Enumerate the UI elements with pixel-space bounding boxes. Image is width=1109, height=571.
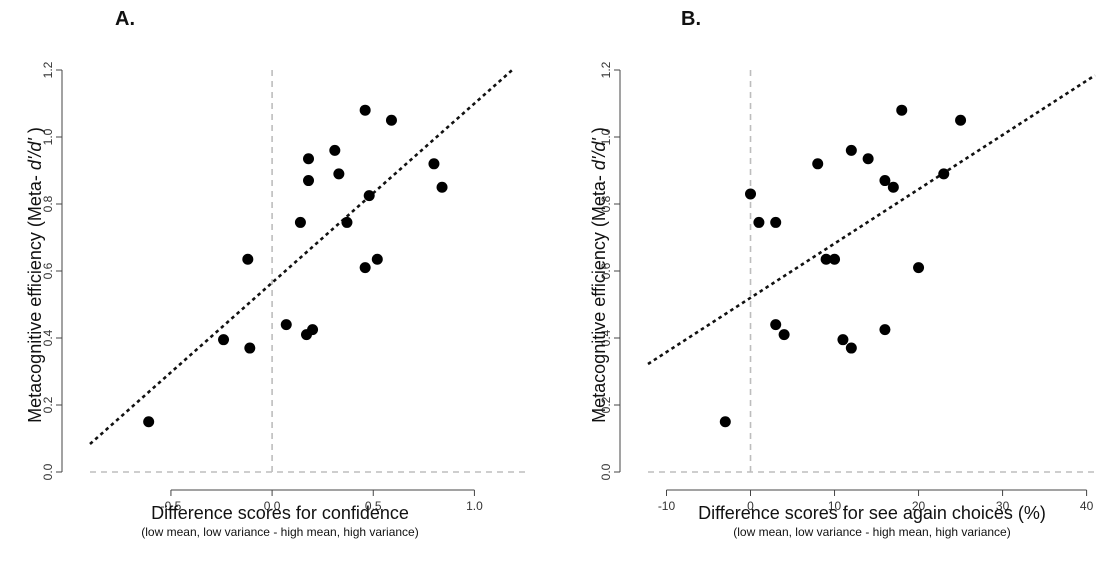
panel-b-data-point bbox=[862, 153, 874, 165]
panel-a-data-point bbox=[303, 175, 315, 187]
panel-b-data-point bbox=[770, 319, 782, 331]
panel-a-data-point bbox=[294, 216, 306, 228]
panel-b-y-tick-label: 1.2 bbox=[599, 61, 613, 78]
panel-a-data-point bbox=[428, 158, 440, 170]
panel-b-plot: 0.0 0.2 0.4 0.6 0.8 1.0 1.2 -10 0 10 20 30 40 bbox=[599, 61, 1096, 513]
panel-b-data-point bbox=[837, 334, 849, 346]
panel-b-data-point bbox=[829, 253, 841, 265]
panel-a-x-tick-label: 1.0 bbox=[466, 499, 483, 513]
panel-a-data-point bbox=[244, 342, 256, 354]
panel-b-label: B. bbox=[681, 8, 701, 30]
panel-a-x-axis-title: Difference scores for confidence bbox=[151, 503, 409, 523]
panel-b-data-point bbox=[845, 144, 857, 156]
panel-a-y-tick-label: 0.8 bbox=[41, 195, 55, 212]
panel-b-x-tick-label: 0 bbox=[747, 499, 754, 513]
panel-a-y-axis-title-prefix: Metacognitive efficiency (Meta- bbox=[25, 170, 45, 423]
panel-a-y-tick-label: 0.0 bbox=[41, 463, 55, 480]
panel-a-y-tick-label: 0.2 bbox=[41, 396, 55, 413]
panel-b-data-point bbox=[879, 175, 891, 187]
panel-b-y-tick-label: 1.0 bbox=[599, 128, 613, 145]
panel-a-x-tick-label: 0.0 bbox=[264, 499, 281, 513]
panel-a-x-axis-subtitle: (low mean, low variance - high mean, hig… bbox=[141, 525, 418, 539]
panel-a-data-point bbox=[280, 319, 292, 331]
panel-a-data-point bbox=[363, 190, 375, 202]
panel-a-x-tick-label: -0.5 bbox=[161, 499, 182, 513]
panel-a-y-axis-title-suffix: ) bbox=[25, 127, 45, 138]
panel-b-y-axis-title-prefix: Metacognitive efficiency (Meta- bbox=[589, 170, 609, 423]
panel-a-data-point bbox=[359, 262, 371, 274]
panel-b-data-point bbox=[913, 262, 925, 274]
panel-a-data-point bbox=[436, 181, 448, 193]
panel-a-trend-line bbox=[89, 69, 514, 446]
panel-b-data-point bbox=[770, 216, 782, 228]
panel-b-data-point bbox=[820, 253, 832, 265]
panel-a-data-point bbox=[371, 253, 383, 265]
panel-a-data-point bbox=[359, 104, 371, 116]
panel-b-x-axis-title: Difference scores for see again choices … bbox=[698, 503, 1046, 523]
panel-a-y-tick-label: 0.4 bbox=[41, 329, 55, 346]
panel-b-y-tick-label: 0.0 bbox=[599, 463, 613, 480]
panel-a-y-tick-label: 1.2 bbox=[41, 61, 55, 78]
panel-a-plot: 0.0 0.2 0.4 0.6 0.8 1.0 1.2 -0.5 0.0 0.5 1.0 bbox=[41, 61, 525, 513]
panel-b-y-tick-label: 0.8 bbox=[599, 195, 613, 212]
panel-b-data-point bbox=[845, 342, 857, 354]
panel-a-x-tick-label: 0.5 bbox=[365, 499, 382, 513]
panel-a-data-point bbox=[218, 334, 230, 346]
panel-b-x-tick-label: 30 bbox=[996, 499, 1010, 513]
panel-b-data-point bbox=[745, 188, 757, 200]
panel-b-y-tick-label: 0.2 bbox=[599, 396, 613, 413]
panel-a-label: A. bbox=[115, 8, 135, 30]
panel-a-y-tick-label: 1.0 bbox=[41, 128, 55, 145]
panel-a-data-point bbox=[303, 153, 315, 165]
panel-b-x-tick-label: 20 bbox=[912, 499, 926, 513]
panel-b-x-tick-label: 40 bbox=[1080, 499, 1094, 513]
panel-b-data-point bbox=[879, 324, 891, 336]
panel-b-y-axis-title-italic: d'/d' bbox=[589, 138, 609, 170]
chart-panel-a: A. 0.0 0.2 0.4 0.6 0.8 1.0 1.2 -0.5 0.0 0.5 1.0 Di… bbox=[25, 8, 525, 539]
panel-b-data-point bbox=[938, 168, 950, 180]
panel-a-data-point bbox=[143, 416, 155, 428]
panel-b-data-point bbox=[778, 329, 790, 341]
panel-b-y-axis-title: Metacognitive efficiency (Meta- d'/d' ) bbox=[589, 127, 609, 423]
panel-b-y-tick-label: 0.6 bbox=[599, 262, 613, 279]
panel-b-y-axis-title-suffix: ) bbox=[589, 127, 609, 138]
panel-a-y-axis-title-italic: d'/d' bbox=[25, 138, 45, 170]
panel-b-trend-line bbox=[647, 74, 1096, 366]
panel-a-data-point bbox=[307, 324, 319, 336]
panel-a-data-point bbox=[242, 253, 254, 265]
panel-b-data-point bbox=[719, 416, 731, 428]
panel-b-x-tick-label: 10 bbox=[828, 499, 842, 513]
panel-a-data-point bbox=[341, 216, 353, 228]
panel-a-data-point bbox=[385, 114, 397, 126]
panel-a-y-axis-title: Metacognitive efficiency (Meta- d'/d' ) bbox=[25, 127, 45, 423]
panel-b-x-axis-subtitle: (low mean, low variance - high mean, hig… bbox=[733, 525, 1010, 539]
panel-b-x-tick-label: -10 bbox=[658, 499, 676, 513]
panel-b-y-tick-label: 0.4 bbox=[599, 329, 613, 346]
panel-b-data-point bbox=[812, 158, 824, 170]
chart-panel-b: B. 0.0 0.2 0.4 0.6 0.8 1.0 1.2 -10 0 10 20 30 40 Dif… bbox=[589, 8, 1096, 539]
panel-a-data-point bbox=[329, 144, 341, 156]
panel-a-data-point bbox=[333, 168, 345, 180]
panel-b-data-point bbox=[955, 114, 967, 126]
panel-b-data-point bbox=[753, 216, 765, 228]
panel-b-data-point bbox=[896, 104, 908, 116]
panel-b-data-point bbox=[887, 181, 899, 193]
panel-a-y-tick-label: 0.6 bbox=[41, 262, 55, 279]
